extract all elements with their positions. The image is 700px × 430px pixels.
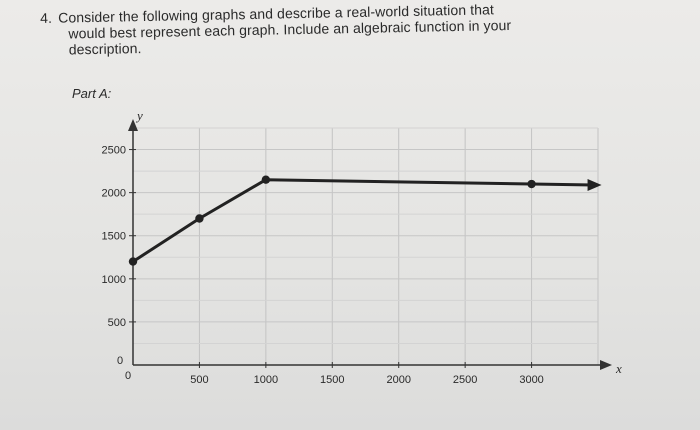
y-tick-label: 1500 [102, 231, 126, 243]
data-point [128, 257, 138, 266]
data-point [527, 179, 536, 189]
axes [128, 119, 612, 370]
tick-labels: x y 0 500 1000 1500 2000 2500 3000 0 500 1000 1500 20… [102, 108, 622, 386]
y-tick-label: 500 [108, 317, 126, 329]
x-tick-label: 2000 [386, 374, 410, 386]
x-axis-label: x [615, 361, 622, 376]
x-tick-label: 1500 [320, 374, 344, 386]
grid [133, 127, 599, 365]
series [128, 175, 602, 266]
y-tick-label: 2500 [102, 145, 126, 157]
y-tick-label: 0 [117, 355, 123, 367]
part-label: Part A: [72, 86, 112, 101]
x-tick-label: 500 [190, 374, 208, 386]
x-tick-label: 0 [125, 370, 131, 382]
x-axis-arrow [600, 360, 612, 370]
data-point [261, 175, 271, 184]
series-arrowhead [587, 179, 602, 192]
x-tick-label: 1000 [254, 374, 278, 386]
data-point [195, 214, 204, 223]
y-axis-label: y [135, 108, 143, 123]
x-tick-label: 2500 [453, 374, 477, 386]
x-tick-label: 3000 [519, 374, 543, 386]
y-tick-label: 1000 [102, 274, 126, 286]
y-axis-arrow [128, 119, 138, 131]
y-tick-label: 2000 [102, 188, 126, 200]
